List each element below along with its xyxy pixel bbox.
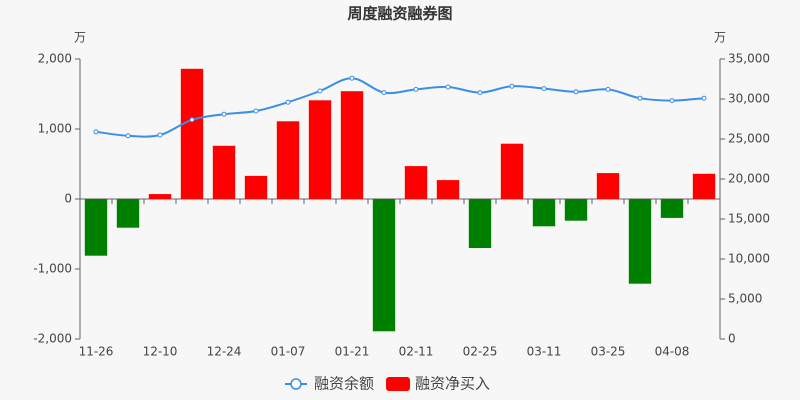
x-tick-label: 02-11 [399,345,434,359]
line-point [157,132,163,138]
y2-tick-label: 15,000 [728,212,770,226]
y-tick-label: -2,000 [33,332,72,346]
line-point [125,133,131,139]
line-point [317,88,323,94]
line-point [445,84,451,90]
chart-title: 周度融资融券图 [347,5,452,23]
line-point [637,95,643,101]
y2-tick-label: 20,000 [728,172,770,186]
x-tick-label: 01-21 [335,345,370,359]
y2-tick-label: 30,000 [728,92,770,106]
x-tick-label: 01-07 [271,345,306,359]
line [95,77,705,138]
line-point [349,75,355,81]
line-point [93,129,99,135]
y-tick-label: 1,000 [38,122,72,136]
y-tick-label: 2,000 [38,52,72,66]
x-tick-label: 03-11 [527,345,562,359]
y2-tick-label: 10,000 [728,252,770,266]
y-tick-label: 0 [64,192,72,206]
line-point [221,111,227,117]
line-point [701,95,707,101]
bar [564,199,588,221]
x-tick-label: 11-26 [79,345,114,359]
bar [116,199,140,228]
bar [532,199,556,227]
legend-label: 融资净买入 [415,375,490,393]
line-point [253,108,259,114]
y2-tick-label: 0 [728,332,736,346]
bar [308,100,332,199]
line-point [381,90,387,96]
bar [436,180,460,199]
bar [500,143,524,199]
bar [692,173,716,199]
bar [148,194,172,199]
x-tick-label: 12-10 [143,345,178,359]
bar [244,175,268,199]
bar [212,145,236,199]
line-point [477,90,483,96]
legend-label: 融资余额 [314,375,374,393]
line-point [541,86,547,92]
x-tick-label: 02-25 [463,345,498,359]
y2-tick-label: 35,000 [728,52,770,66]
x-tick-label: 04-08 [655,345,690,359]
y2-tick-label: 25,000 [728,132,770,146]
y2-tick-label: 5,000 [728,292,762,306]
y2-unit: 万 [714,31,726,45]
line-point [605,86,611,92]
bar [404,166,428,199]
x-tick-label: 12-24 [207,345,242,359]
bar [628,199,652,284]
line-point [285,99,291,105]
bar [372,199,396,332]
line-point [573,89,579,95]
y-unit: 万 [74,31,86,45]
bar [84,199,108,256]
bar [596,173,620,199]
bar [180,68,204,199]
y-tick-label: -1,000 [33,262,72,276]
line-point [189,117,195,123]
line-point [669,98,675,104]
bar [660,199,684,218]
x-tick-label: 03-25 [591,345,626,359]
bar [276,121,300,199]
legend-marker [290,378,302,390]
bar [340,91,364,199]
line-point [413,86,419,92]
line-point [509,83,515,89]
bar [468,199,492,248]
legend-marker [386,377,411,391]
